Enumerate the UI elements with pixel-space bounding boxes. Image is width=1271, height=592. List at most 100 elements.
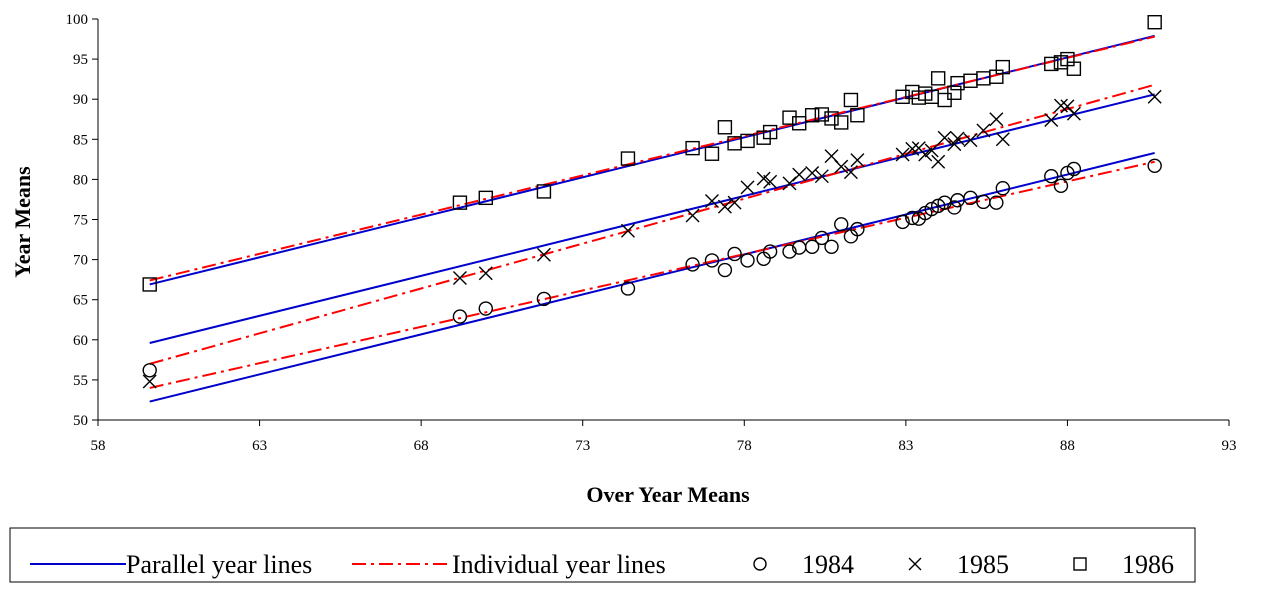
point-1986 — [740, 133, 755, 149]
individual-line-1985 — [149, 83, 1155, 365]
y-tick-label: 90 — [73, 92, 88, 108]
point-1986 — [930, 71, 946, 86]
legend-box — [9, 527, 1196, 583]
x-axis-title: Over Year Means — [586, 482, 750, 507]
point-1984 — [762, 244, 778, 259]
point-1985 — [976, 123, 991, 138]
plot-area: 50 55 60 65 70 75 80 85 90 95 100 58 63 68 73 78 83 88 93 — [66, 12, 1237, 454]
point-1985 — [1066, 106, 1081, 121]
point-1984 — [478, 301, 493, 316]
x-tick-label: 83 — [898, 438, 913, 454]
point-1985 — [1053, 98, 1068, 113]
legend-label-1986: 1986 — [1122, 550, 1174, 579]
y-tick-label: 60 — [73, 333, 88, 349]
point-1986 — [1066, 61, 1082, 76]
legend-marker-1984 — [753, 557, 767, 571]
point-1986 — [1044, 56, 1059, 72]
point-1984 — [834, 217, 849, 232]
point-1984 — [850, 221, 865, 237]
legend-individual-label: Individual year lines — [452, 550, 666, 579]
point-1984 — [704, 253, 720, 268]
legend-label-1984: 1984 — [802, 550, 854, 579]
y-tick-label: 75 — [73, 213, 88, 229]
point-1984 — [1044, 168, 1059, 184]
point-1985 — [685, 208, 700, 223]
point-1984 — [924, 201, 939, 217]
point-1986 — [792, 116, 807, 131]
point-1985 — [814, 169, 829, 184]
point-1985 — [963, 133, 978, 148]
point-1985 — [1044, 113, 1059, 128]
point-1986 — [717, 120, 733, 135]
point-1985 — [950, 131, 965, 146]
point-1986 — [1147, 15, 1162, 30]
point-1986 — [804, 108, 820, 123]
point-1984 — [895, 214, 910, 230]
point-1984 — [989, 195, 1004, 210]
point-1986 — [782, 110, 797, 125]
point-1985 — [717, 199, 732, 214]
point-1984 — [905, 210, 920, 226]
point-1986 — [478, 190, 493, 206]
point-1984 — [685, 257, 700, 272]
point-1984 — [1147, 158, 1162, 173]
point-1985 — [452, 271, 467, 286]
point-1985 — [918, 147, 933, 162]
y-tick-label: 85 — [73, 132, 88, 148]
y-axis-title: Year Means — [10, 166, 35, 278]
point-1986 — [452, 195, 468, 210]
point-1984 — [1066, 161, 1082, 177]
point-1985 — [924, 143, 939, 158]
y-tick-label: 50 — [73, 413, 88, 429]
point-1984 — [727, 246, 742, 262]
point-1986 — [843, 92, 859, 108]
point-1985 — [756, 171, 771, 186]
point-1984 — [452, 309, 468, 324]
point-1984 — [995, 181, 1010, 196]
point-1985 — [792, 167, 807, 182]
point-1986 — [762, 124, 778, 140]
point-1985 — [937, 130, 952, 145]
point-1985 — [536, 247, 551, 262]
point-1985 — [478, 266, 493, 281]
point-1986 — [895, 89, 910, 104]
point-1984 — [947, 200, 962, 215]
point-1985 — [905, 141, 920, 156]
point-1984 — [930, 198, 946, 214]
point-1986 — [947, 85, 962, 100]
point-1985 — [995, 132, 1010, 147]
x-tick-label: 93 — [1222, 438, 1237, 454]
y-tick-label: 80 — [73, 172, 88, 188]
legend-parallel-label: Parallel year lines — [126, 550, 312, 579]
legend-marker-1986 — [1073, 557, 1087, 571]
y-tick-label: 70 — [73, 253, 88, 269]
point-1984 — [1053, 178, 1069, 194]
y-tick-label: 100 — [66, 12, 89, 28]
parallel-line-1984 — [149, 151, 1155, 403]
point-1984 — [814, 230, 830, 246]
point-1986 — [824, 111, 839, 126]
point-1986 — [814, 107, 830, 122]
point-1984 — [740, 253, 755, 268]
x-tick-label: 68 — [414, 438, 429, 454]
x-tick-label: 73 — [575, 438, 590, 454]
point-1984 — [620, 281, 636, 296]
x-tick-label: 88 — [1060, 438, 1075, 454]
point-1985 — [620, 223, 635, 238]
point-1984 — [536, 291, 552, 307]
point-1984 — [804, 239, 820, 254]
point-1985 — [727, 195, 742, 210]
individual-line-1986 — [149, 35, 1155, 282]
point-1986 — [704, 146, 720, 161]
y-tick-label: 95 — [73, 52, 88, 68]
legend-marker-1985 — [908, 557, 922, 571]
point-1985 — [704, 194, 719, 209]
point-1984 — [142, 363, 157, 378]
point-1986 — [937, 92, 952, 108]
point-1986 — [995, 59, 1010, 75]
point-1984 — [782, 244, 797, 259]
point-1985 — [931, 154, 946, 169]
point-1986 — [850, 108, 865, 123]
point-1984 — [717, 262, 733, 278]
